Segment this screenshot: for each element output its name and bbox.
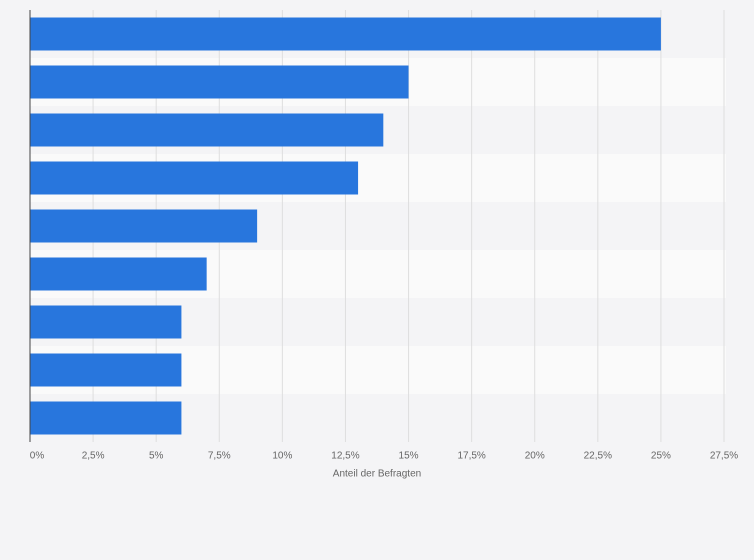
bar bbox=[30, 113, 384, 147]
x-tick-label: 7,5% bbox=[208, 451, 231, 462]
x-tick-label: 25% bbox=[651, 451, 671, 462]
bar bbox=[30, 305, 182, 339]
x-tick-label: 2,5% bbox=[82, 451, 105, 462]
bar bbox=[30, 209, 258, 243]
x-tick-label: 5% bbox=[149, 451, 164, 462]
x-tick-label: 22,5% bbox=[584, 451, 612, 462]
bar bbox=[30, 161, 359, 195]
x-tick-label: 12,5% bbox=[331, 451, 359, 462]
bar bbox=[30, 65, 409, 99]
bar bbox=[30, 257, 207, 291]
bar bbox=[30, 17, 661, 51]
x-tick-label: 15% bbox=[399, 451, 419, 462]
x-axis-title: Anteil der Befragten bbox=[333, 469, 421, 480]
x-tick-label: 0% bbox=[30, 451, 45, 462]
x-tick-label: 17,5% bbox=[457, 451, 485, 462]
bar bbox=[30, 353, 182, 387]
x-tick-label: 10% bbox=[272, 451, 292, 462]
x-tick-label: 27,5% bbox=[710, 451, 738, 462]
bar bbox=[30, 401, 182, 435]
x-tick-label: 20% bbox=[525, 451, 545, 462]
